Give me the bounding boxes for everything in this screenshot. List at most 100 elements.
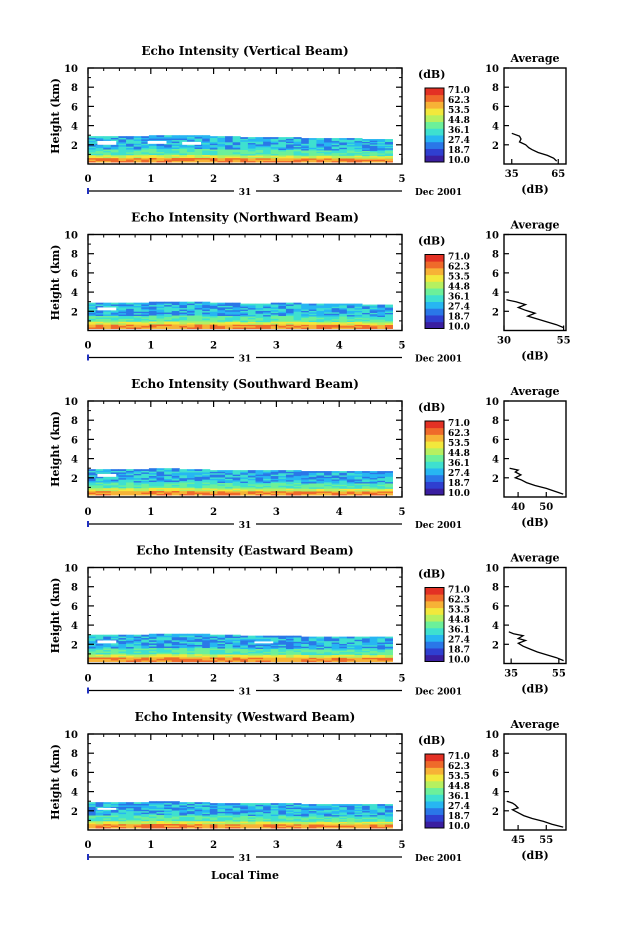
heatmap-cell [209, 314, 218, 317]
heatmap-cell [156, 817, 165, 820]
heatmap-cell [301, 479, 310, 481]
heatmap-cell [263, 660, 272, 662]
heatmap-cell [202, 309, 211, 312]
heatmap-cell [285, 486, 294, 489]
heatmap-cell [293, 306, 302, 309]
heatmap-cell [110, 810, 119, 813]
heatmap-cell [369, 813, 378, 816]
heatmap-cell [179, 324, 188, 326]
heatmap-cell [118, 486, 127, 489]
heatmap-cell [308, 318, 317, 321]
heatmap-cell [217, 652, 226, 655]
heatmap-cell [148, 327, 157, 329]
heatmap-cell [156, 478, 165, 481]
heatmap-cell [339, 809, 348, 812]
heatmap-cell [270, 152, 279, 155]
heatmap-cell [384, 639, 393, 642]
heatmap-cell [232, 485, 241, 488]
heatmap-cell [148, 813, 157, 816]
heatmap-cell [362, 484, 371, 487]
heatmap-cell [156, 153, 165, 156]
heatmap-cell [346, 649, 355, 651]
heatmap-cell [369, 493, 378, 496]
heatmap-cell [377, 640, 386, 643]
heatmap-cell [384, 479, 393, 481]
heatmap-cell [255, 483, 264, 486]
heatmap-cell [156, 159, 165, 161]
heatmap-cell [362, 325, 371, 328]
heatmap-cell [377, 643, 386, 646]
heatmap-cell [263, 492, 272, 495]
heatmap-cell [164, 492, 173, 494]
heatmap-cell [141, 476, 150, 479]
heatmap-cell [255, 807, 264, 810]
heatmap-cell [346, 825, 355, 828]
heatmap-cell [263, 825, 272, 828]
heatmap-cell [88, 483, 97, 486]
heatmap-cell [369, 491, 378, 493]
heatmap-cell [301, 473, 310, 476]
average-y-tick-label: 4 [492, 621, 499, 632]
heatmap-cell [324, 493, 333, 496]
heatmap-cell [247, 153, 256, 156]
heatmap-cell [346, 642, 355, 644]
heatmap-cell [362, 806, 371, 809]
heatmap-cell [118, 826, 127, 829]
average-y-tick-label: 2 [492, 807, 499, 818]
heatmap-cell [95, 815, 104, 817]
heatmap-cell [126, 807, 135, 810]
heatmap-cell [255, 325, 264, 328]
heatmap-cell [225, 140, 234, 143]
heatmap-cell [240, 142, 249, 145]
heatmap-cell [339, 658, 348, 661]
heatmap-cell [88, 139, 97, 141]
heatmap-cell [141, 657, 150, 659]
heatmap-cell [278, 823, 287, 826]
heatmap-cell [186, 474, 196, 477]
heatmap-cell [331, 479, 340, 481]
heatmap-cell [331, 144, 340, 147]
heatmap-cell [331, 824, 340, 826]
heatmap-cell [362, 139, 371, 141]
heatmap-cell [285, 304, 294, 306]
heatmap-cell [133, 489, 142, 492]
heatmap-cell [316, 150, 325, 152]
heatmap-cell [255, 474, 264, 477]
heatmap-cell [194, 147, 203, 150]
heatmap-cell [194, 485, 203, 487]
heatmap-cell [354, 305, 363, 307]
heatmap-cell [240, 821, 249, 823]
heatmap-cell [377, 816, 386, 818]
heatmap-cell [354, 146, 363, 148]
heatmap-cell [339, 476, 348, 479]
heatmap-cell [354, 817, 363, 820]
heatmap-cell [308, 323, 317, 325]
heatmap-cell [133, 159, 142, 162]
heatmap-cell [179, 819, 188, 822]
heatmap-cell [118, 649, 127, 652]
heatmap-cell [164, 814, 173, 817]
heatmap-cell [186, 150, 196, 153]
heatmap-cell [103, 815, 112, 817]
heatmap-cell [377, 304, 386, 307]
heatmap-cell [164, 160, 173, 163]
heatmap-cell [263, 821, 272, 823]
heatmap-cell [209, 311, 218, 314]
heatmap-cell [263, 149, 272, 152]
heatmap-cell [217, 655, 226, 658]
heatmap-cell [324, 639, 333, 642]
heatmap-cell [293, 810, 302, 812]
heatmap-cell [270, 322, 279, 325]
heatmap-cell [331, 804, 340, 806]
heatmap-cell [377, 308, 386, 311]
heatmap-cell [339, 481, 348, 484]
heatmap-cell [240, 477, 249, 479]
heatmap-cell [331, 814, 340, 817]
heatmap-cell [186, 825, 196, 828]
heatmap-cell [186, 646, 196, 649]
heatmap-cell [217, 309, 226, 312]
heatmap-cell [240, 471, 249, 474]
heatmap-cell [103, 806, 112, 809]
heatmap-cell [362, 814, 371, 817]
heatmap-cell [186, 489, 196, 492]
